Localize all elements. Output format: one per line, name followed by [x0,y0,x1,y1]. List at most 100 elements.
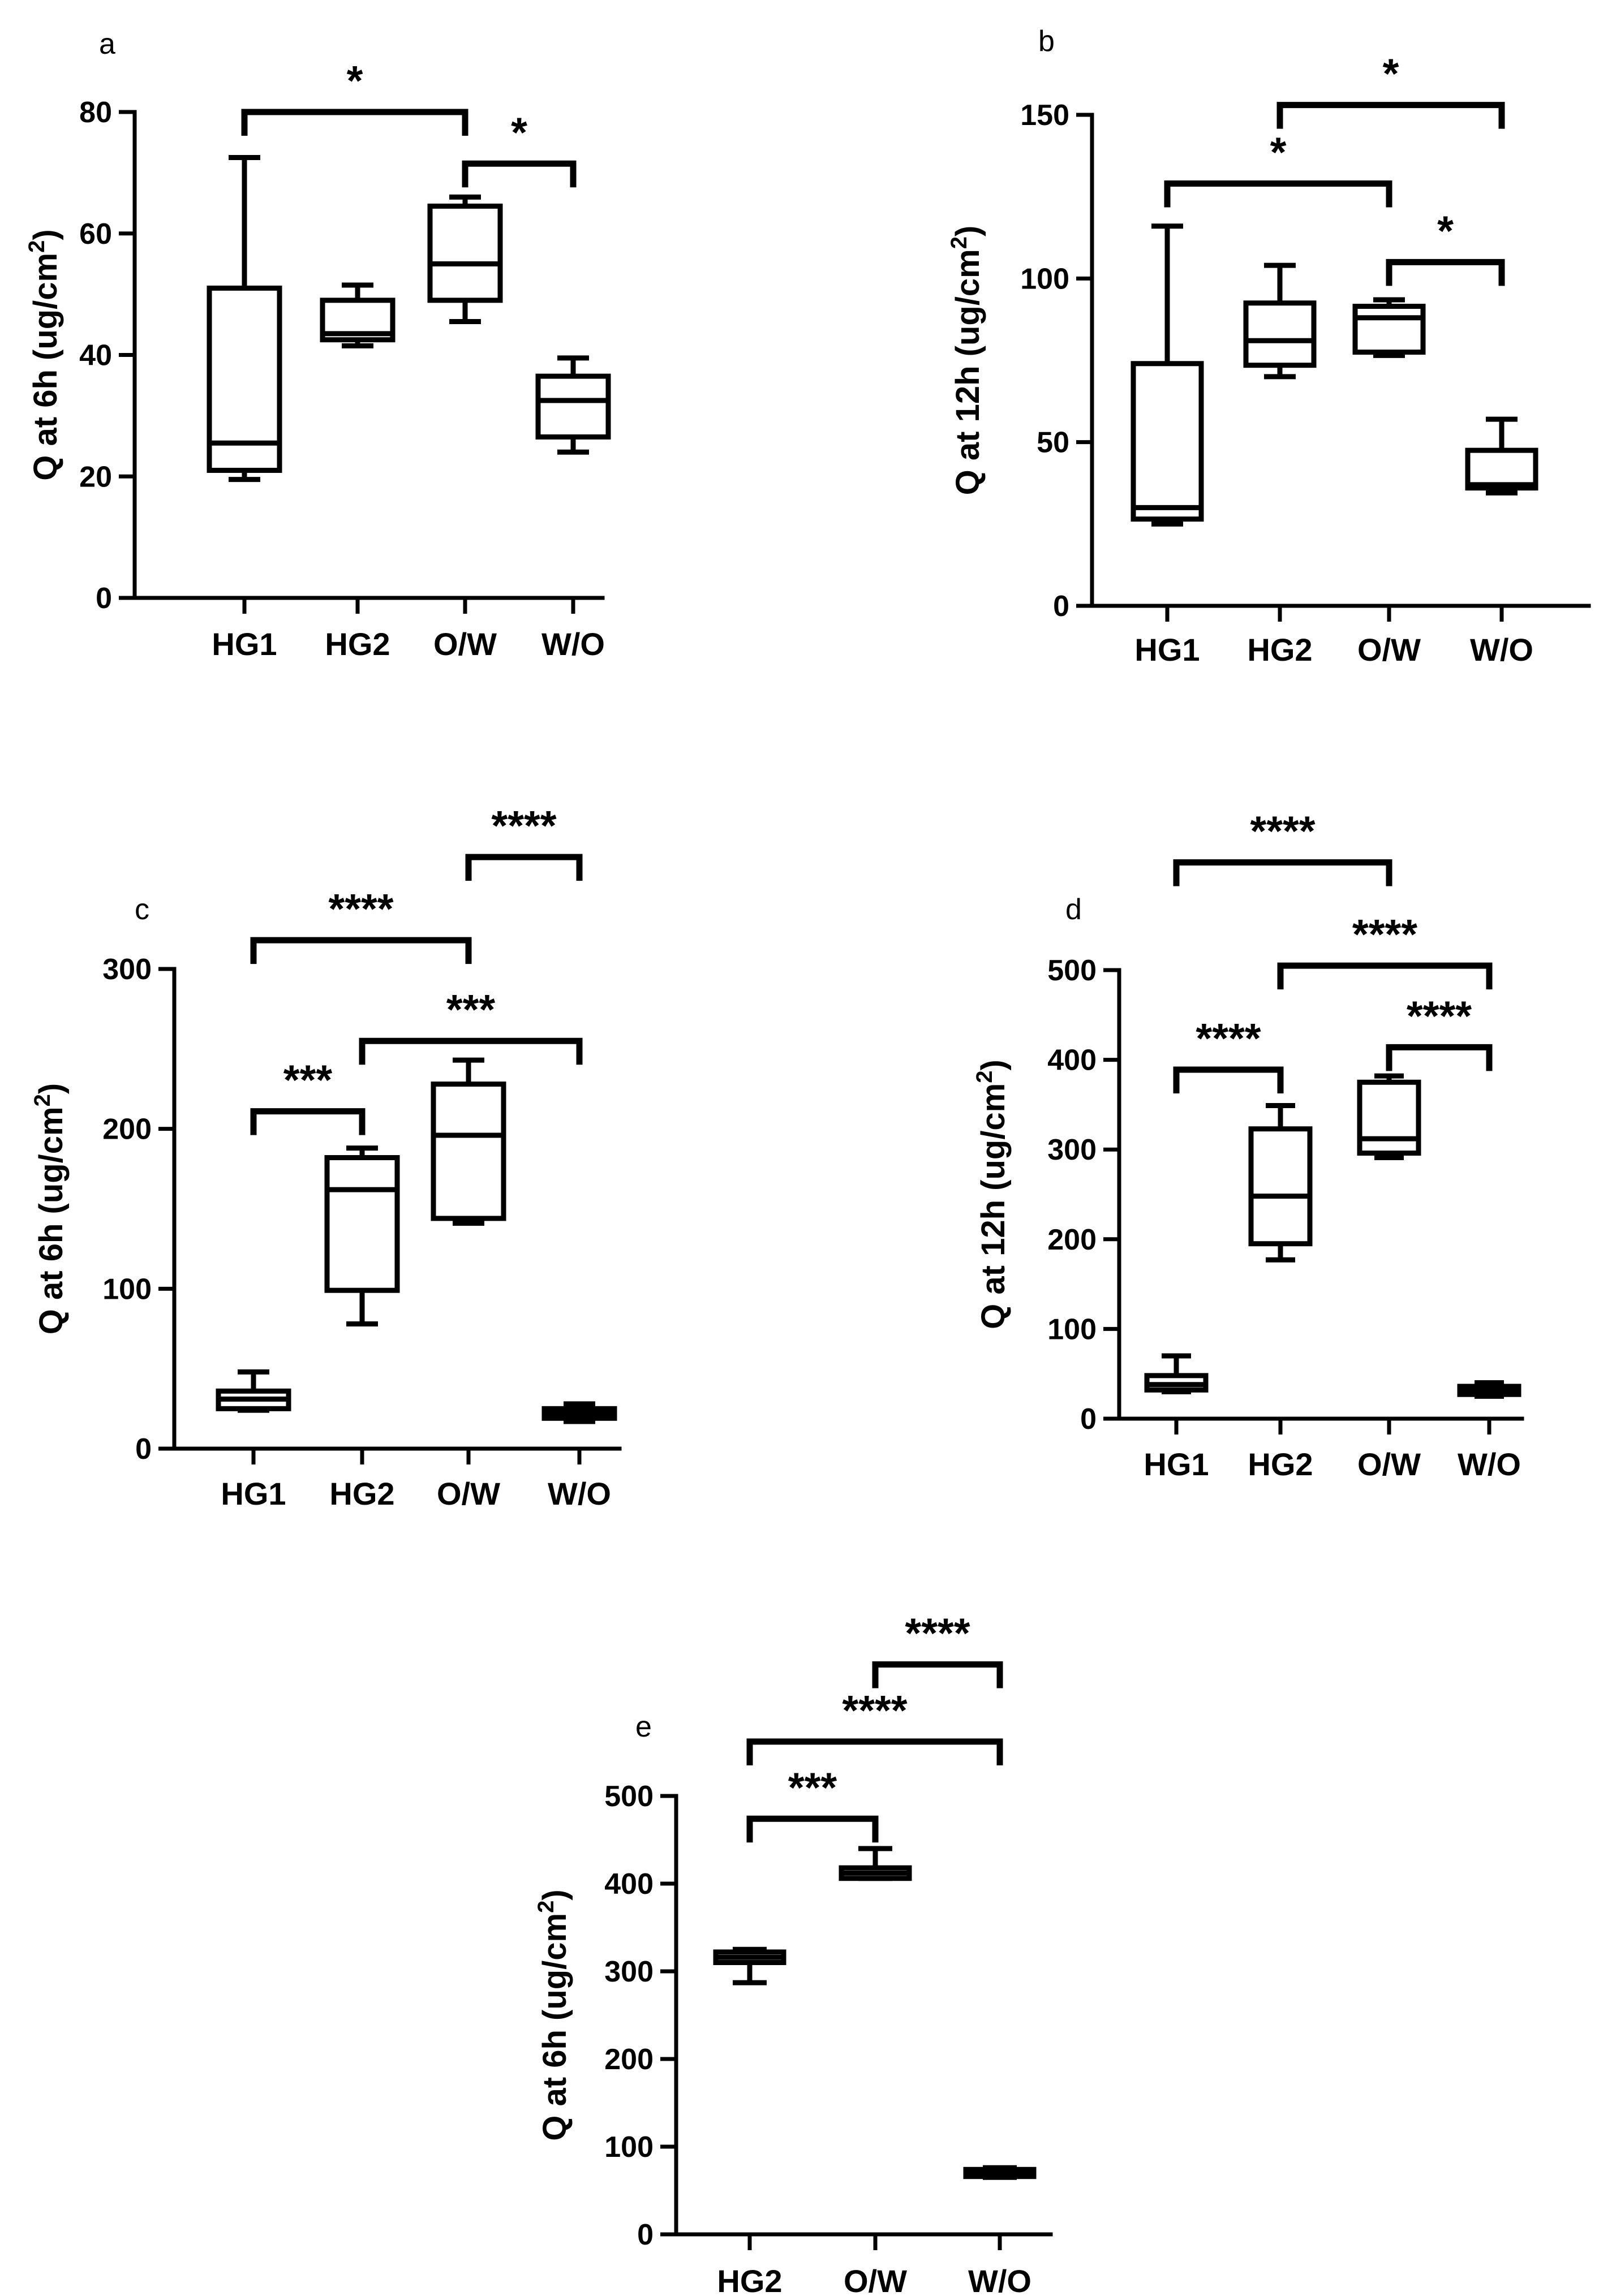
significance-label: * [1437,207,1454,254]
y-tick-label: 500 [604,1780,654,1813]
y-tick-label: 0 [637,2219,654,2251]
x-category-label: W/O [541,626,605,662]
x-category-label: HG1 [221,1476,286,1511]
box-iqr [1248,1126,1313,1247]
significance-label: **** [1352,911,1417,958]
significance-bracket [250,1108,366,1135]
y-axis-label-superscript: 2 [972,1070,997,1083]
y-tick-label: 0 [96,582,112,615]
significance-bracket [1173,1066,1284,1094]
box-iqr [535,373,611,440]
x-category-label: HG1 [1144,1446,1209,1482]
significance-bracket [746,1738,1003,1765]
y-tick-label: 40 [79,339,112,372]
y-axis-label-superscript: 2 [24,240,49,253]
y-axis-label-end: ) [949,226,986,236]
panel-d: d 0 100 200 300 400 500 HG1 HG2 O/W W/O Q at 12h (u… [972,808,1524,1482]
significance-bracket [359,1037,583,1065]
y-axis-label-end: ) [536,1889,573,1900]
panel-letter: c [135,893,149,926]
y-tick-label: 60 [79,218,112,251]
significance-bracket [746,1815,879,1843]
y-tick-label: 80 [79,96,112,129]
significance-bracket [1277,962,1493,990]
box-iqr [431,1082,506,1221]
y-tick-label: 100 [1047,1313,1097,1346]
y-tick-label: 400 [1047,1044,1097,1077]
significance-label: **** [1196,1015,1261,1062]
box-iqr [427,203,503,303]
significance-bracket [241,109,468,136]
y-axis-label-superscript: 2 [947,236,972,249]
y-tick-label: 100 [1020,262,1069,295]
significance-label: **** [328,885,393,932]
box-iqr [1352,304,1426,355]
box-iqr [1357,1079,1421,1156]
panel-c: c 0 100 200 300 HG1 HG2 O/W W/O Q at 6h (ug/cm2) *… [30,802,622,1511]
significance-label: **** [491,802,556,849]
y-axis-label-main: Q at 12h (ug/cm [975,1083,1012,1329]
x-category-label: HG2 [1248,1446,1313,1482]
y-tick-label: 150 [1020,99,1069,132]
x-category-label: O/W [844,2263,907,2296]
panel-letter: b [1038,25,1055,58]
significance-bracket [1164,180,1392,208]
panel-letter: e [635,1711,652,1743]
y-tick-label: 300 [102,953,152,986]
y-tick-label: 50 [1037,427,1069,459]
y-tick-label: 400 [604,1868,654,1901]
significance-label: **** [1407,992,1472,1039]
x-category-label: O/W [437,1476,500,1511]
significance-bracket [1173,859,1392,886]
significance-label: * [1270,129,1287,176]
x-category-label: HG2 [1247,632,1312,667]
panel-b: b 0 50 100 150 HG1 HG2 O/W W/O Q at 12h (ug/cm2) *… [947,25,1591,667]
y-axis-label: Q at 12h (ug/cm2) [972,1059,1012,1329]
x-category-label: O/W [1357,632,1421,667]
box-iqr [207,285,282,473]
y-tick-label: 200 [102,1113,152,1146]
y-tick-label: 0 [135,1433,152,1466]
significance-bracket [465,854,583,881]
y-tick-label: 300 [604,1955,654,1988]
box-iqr [1465,447,1538,491]
y-axis-label: Q at 6h (ug/cm2) [24,229,64,480]
x-category-label: HG2 [717,2263,782,2296]
y-axis-label-main: Q at 6h (ug/cm [536,1913,573,2141]
y-axis-label: Q at 6h (ug/cm2) [30,1083,70,1334]
y-axis-label-end: ) [27,229,64,240]
y-axis-label: Q at 12h (ug/cm2) [947,226,986,496]
panel-letter: a [99,28,115,61]
y-axis-label: Q at 6h (ug/cm2) [534,1889,573,2140]
x-category-label: HG1 [1134,632,1200,667]
x-category-label: HG2 [329,1476,394,1511]
y-axis-label-main: Q at 12h (ug/cm [949,249,986,495]
x-category-label: O/W [433,626,497,662]
y-tick-label: 200 [604,2043,654,2076]
significance-label: **** [1250,808,1315,855]
y-axis-label-superscript: 2 [534,1901,558,1913]
y-tick-label: 20 [79,460,112,493]
y-tick-label: 0 [1053,590,1069,623]
y-tick-label: 100 [604,2131,654,2164]
significance-bracket [1386,259,1505,286]
significance-label: **** [905,1610,970,1657]
significance-bracket [1276,102,1505,129]
x-category-label: O/W [1357,1446,1421,1482]
box-iqr [1131,361,1204,522]
y-tick-label: 300 [1047,1134,1097,1166]
significance-label: **** [842,1687,907,1734]
significance-label: *** [788,1764,837,1811]
x-category-label: W/O [1458,1446,1521,1482]
y-tick-label: 0 [1080,1403,1097,1436]
significance-label: *** [283,1057,333,1104]
y-tick-label: 100 [102,1273,152,1306]
x-category-label: HG1 [212,626,277,662]
panel-e: e 0 100 200 300 400 500 HG2 O/W W/O Q at 6h (ug/cm… [534,1610,1053,2296]
significance-bracket [250,937,472,964]
y-axis-label-main: Q at 6h (ug/cm [27,253,64,481]
significance-label: * [511,109,527,156]
significance-bracket [462,160,577,188]
significance-label: * [347,57,363,104]
